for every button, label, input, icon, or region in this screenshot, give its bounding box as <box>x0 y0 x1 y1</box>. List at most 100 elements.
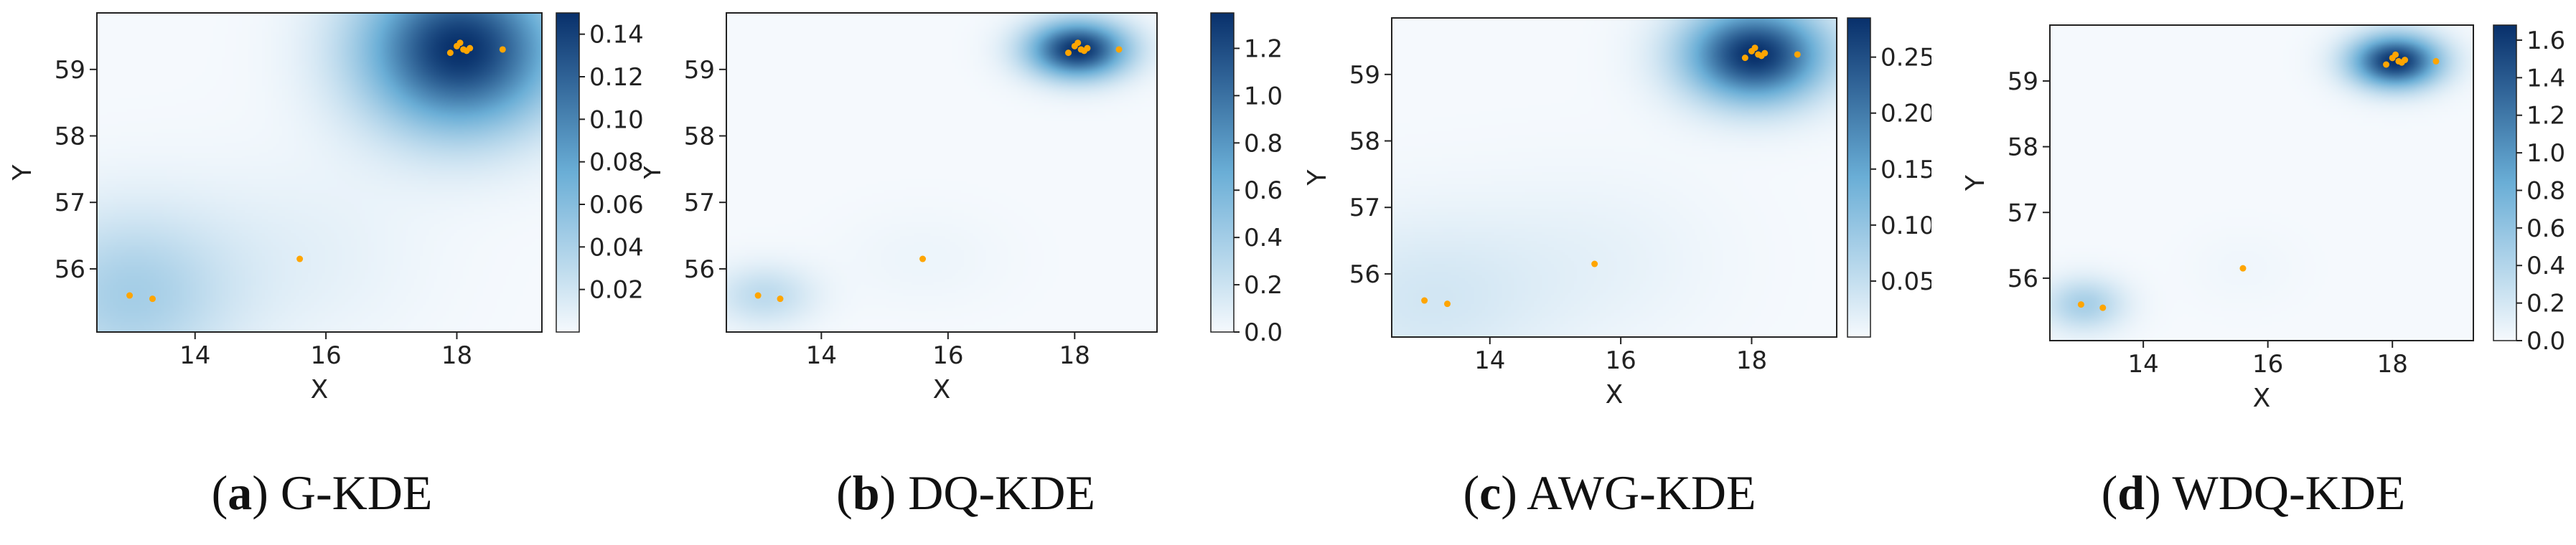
panel-caption: (d) WDQ-KDE <box>1931 465 2575 521</box>
data-point <box>777 295 784 303</box>
x-tick-label: 18 <box>1736 346 1767 375</box>
x-tick-label: 16 <box>2252 350 2283 379</box>
data-point <box>2239 265 2247 272</box>
x-tick-label: 16 <box>1605 346 1636 375</box>
colorbar-tick-label: 0.4 <box>1244 224 1283 252</box>
y-tick-label: 59 <box>1349 61 1380 90</box>
caption-close: ) <box>879 465 896 520</box>
colorbar-tick-label: 0.2 <box>2526 290 2565 318</box>
x-axis-label: X <box>1606 380 1624 409</box>
caption-open: ( <box>1463 465 1480 520</box>
colorbar-tick-label: 0.6 <box>1244 176 1283 205</box>
x-tick-label: 16 <box>932 341 963 370</box>
colorbar-tick-label: 0.8 <box>2526 176 2565 205</box>
panel-caption: (c) AWG-KDE <box>1288 465 1931 521</box>
data-point <box>2099 304 2107 311</box>
data-point <box>1421 297 1428 304</box>
colorbar-tick-label: 0.4 <box>2526 252 2565 280</box>
caption-letter: b <box>852 465 880 520</box>
x-tick-label: 16 <box>310 341 341 370</box>
y-tick-label: 56 <box>55 255 85 284</box>
colorbar-tick-label: 0.0 <box>1244 318 1283 347</box>
colorbar <box>2493 24 2517 341</box>
caption-text: AWG-KDE <box>1517 465 1756 520</box>
colorbar-tick-label: 0.25 <box>1881 44 1931 72</box>
data-point <box>126 292 134 299</box>
caption-close: ) <box>252 465 268 520</box>
y-tick-label: 57 <box>55 189 85 217</box>
density-field <box>97 13 542 332</box>
caption-open: ( <box>2101 465 2118 520</box>
data-point <box>1741 54 1748 62</box>
data-point <box>296 255 304 262</box>
chart-panel-d: 14 16 18 56 57 58 59 X Y 0.0 0.2 0.4 0.6 0.8 1.0 1.2 1.4… <box>1931 0 2575 545</box>
y-tick-label: 58 <box>2008 133 2038 162</box>
data-point <box>2077 301 2084 308</box>
colorbar-tick-label: 0.02 <box>589 276 644 305</box>
colorbar-tick-label: 1.2 <box>2526 102 2565 131</box>
colorbar-tick-label: 0.0 <box>2526 327 2565 356</box>
data-point <box>1761 49 1769 57</box>
colorbar-tick-label: 0.8 <box>1244 129 1283 158</box>
y-axis-label: Y <box>8 164 37 181</box>
plot-frame <box>726 12 1158 333</box>
colorbar-tick-label: 0.06 <box>589 191 644 219</box>
heatmap-svg: 14 16 18 56 57 58 59 X Y 0.02 0.04 0.06 0.08 0.10 0.12… <box>8 12 644 404</box>
y-tick-label: 59 <box>55 56 85 85</box>
density-field <box>726 13 1157 332</box>
colorbar-tick-label: 1.2 <box>1244 34 1283 63</box>
y-tick-label: 57 <box>2008 199 2038 227</box>
data-point <box>2392 51 2399 58</box>
data-point <box>1074 39 1082 47</box>
x-tick-label: 14 <box>2128 350 2159 379</box>
x-tick-label: 14 <box>179 341 210 370</box>
data-point <box>1064 49 1072 57</box>
y-tick-label: 56 <box>1349 260 1380 289</box>
chart-panel-c: 14 16 18 56 57 58 59 X Y 0.05 0.10 0.15 0.20 0.25 (c) … <box>1288 0 1931 545</box>
caption-open: ( <box>836 465 853 520</box>
caption-close: ) <box>2145 465 2161 520</box>
colorbar <box>1210 12 1235 333</box>
data-point <box>499 46 506 53</box>
y-tick-label: 57 <box>684 189 715 217</box>
chart-panel-b: 14 16 18 56 57 58 59 X Y 0.0 0.2 0.4 0.6 0.8 1.0 1.2 (b)… <box>644 0 1288 545</box>
y-axis-label: Y <box>1303 169 1332 186</box>
colorbar-tick-label: 0.08 <box>589 148 644 177</box>
colorbar-tick-label: 0.04 <box>589 233 644 262</box>
data-point <box>446 49 454 57</box>
chart-panel-a: 14 16 18 56 57 58 59 X Y 0.02 0.04 0.06 0.08 0.10 0.12… <box>0 0 644 545</box>
data-point <box>1794 51 1801 58</box>
caption-text: DQ-KDE <box>896 465 1095 520</box>
colorbar-tick-label: 0.10 <box>589 105 644 134</box>
heatmap-svg: 14 16 18 56 57 58 59 X Y 0.05 0.10 0.15 0.20 0.25 <box>1303 17 1931 409</box>
colorbar-tick-label: 0.05 <box>1881 267 1931 296</box>
heatmap-svg: 14 16 18 56 57 58 59 X Y 0.0 0.2 0.4 0.6 0.8 1.0 1.2 1.4… <box>1961 24 2565 413</box>
colorbar-tick-label: 1.0 <box>1244 82 1283 110</box>
data-point <box>1444 300 1451 308</box>
colorbar-tick-label: 0.15 <box>1881 156 1931 184</box>
data-point <box>467 44 474 52</box>
y-tick-label: 58 <box>55 123 85 151</box>
panel-caption: (b) DQ-KDE <box>644 465 1288 521</box>
x-tick-label: 14 <box>806 341 837 370</box>
x-tick-label: 18 <box>2377 350 2408 379</box>
y-tick-label: 57 <box>1349 194 1380 222</box>
caption-close: ) <box>1501 465 1517 520</box>
data-point <box>919 255 927 262</box>
data-point <box>1115 46 1123 53</box>
y-tick-label: 58 <box>684 123 715 151</box>
plot-frame <box>1391 17 1837 338</box>
data-point <box>1591 260 1598 267</box>
y-tick-label: 58 <box>1349 128 1380 156</box>
data-point <box>2432 57 2440 65</box>
data-point <box>1084 44 1091 52</box>
y-tick-label: 56 <box>2008 265 2038 293</box>
heatmap-svg: 14 16 18 56 57 58 59 X Y 0.0 0.2 0.4 0.6 0.8 1.0 1.2 <box>644 12 1283 404</box>
x-tick-label: 18 <box>441 341 472 370</box>
caption-text: G-KDE <box>268 465 433 520</box>
y-tick-label: 56 <box>684 255 715 284</box>
density-field <box>2050 25 2473 341</box>
data-point <box>2402 57 2409 64</box>
y-axis-label: Y <box>644 164 667 181</box>
caption-letter: a <box>228 465 253 520</box>
